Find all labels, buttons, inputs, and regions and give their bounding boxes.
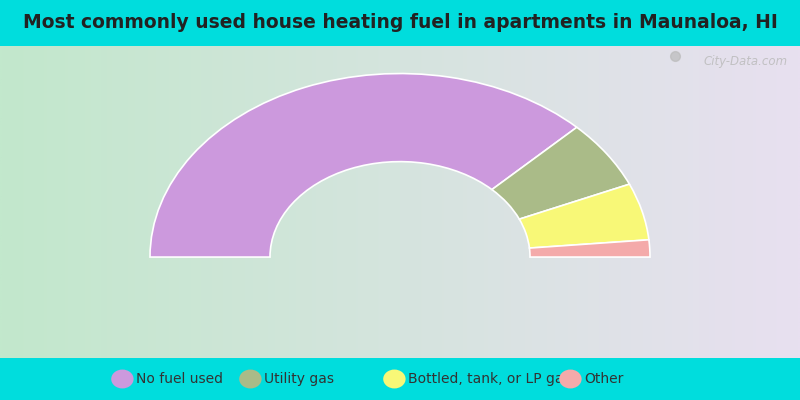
- Ellipse shape: [559, 370, 582, 388]
- Text: No fuel used: No fuel used: [136, 372, 223, 386]
- Ellipse shape: [239, 370, 262, 388]
- Text: City-Data.com: City-Data.com: [703, 55, 787, 68]
- Wedge shape: [530, 240, 650, 257]
- Text: Most commonly used house heating fuel in apartments in Maunaloa, HI: Most commonly used house heating fuel in…: [22, 14, 778, 32]
- Ellipse shape: [111, 370, 134, 388]
- Wedge shape: [519, 184, 649, 248]
- Wedge shape: [492, 127, 630, 219]
- Text: Bottled, tank, or LP gas: Bottled, tank, or LP gas: [408, 372, 570, 386]
- Text: Utility gas: Utility gas: [264, 372, 334, 386]
- Text: Other: Other: [584, 372, 623, 386]
- Wedge shape: [150, 74, 577, 257]
- Ellipse shape: [383, 370, 406, 388]
